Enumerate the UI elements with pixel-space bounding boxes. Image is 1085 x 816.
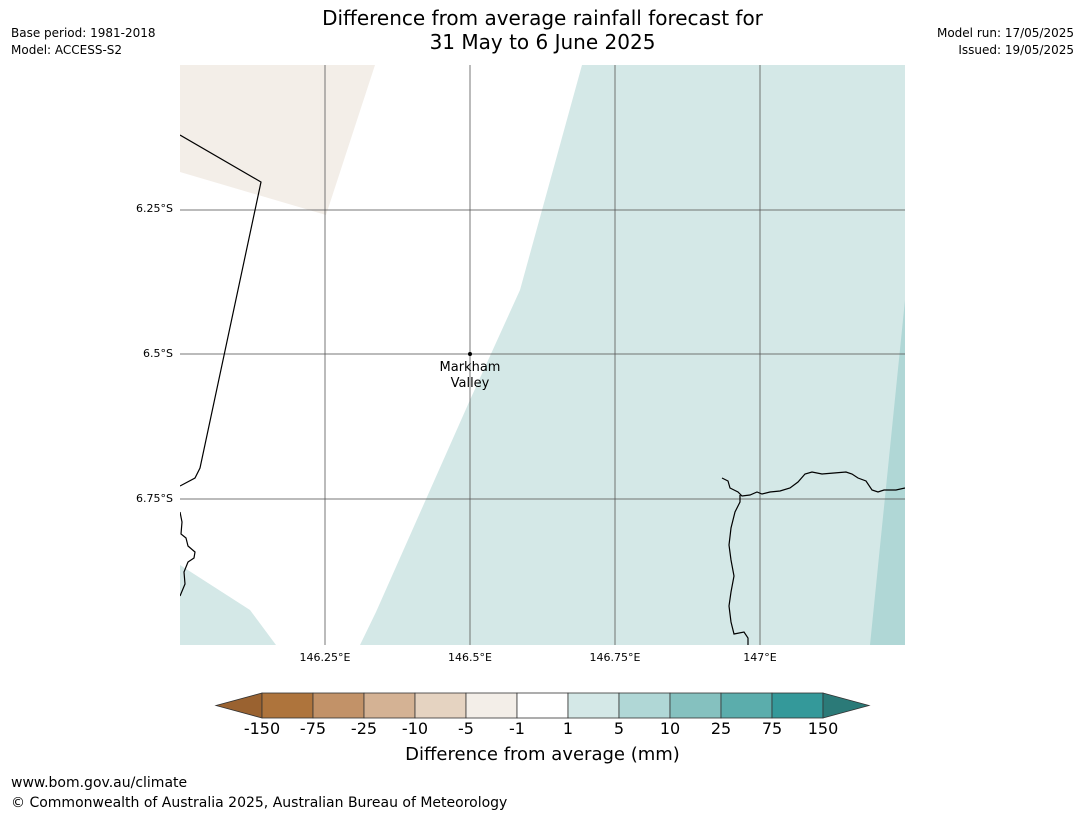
colorbar-tick-label: 10 [659,719,681,738]
colorbar-segment [261,692,314,719]
colorbar-segment [363,692,416,719]
lon-label-14675: 146.75°E [589,651,641,664]
lon-label-1465: 146.5°E [448,651,492,664]
colorbar-tick-label: -25 [350,719,378,738]
place-label-line1: Markham [439,360,501,375]
map-area [180,65,905,645]
colorbar-segment [567,692,620,719]
gridlines [180,65,905,645]
model-run-text: Model run: 17/05/2025 [936,26,1074,40]
base-period-text: Base period: 1981-2018 [11,26,156,40]
meta-left: Base period: 1981-2018 Model: ACCESS-S2 [11,25,156,59]
colorbar-label: Difference from average (mm) [405,744,680,765]
colorbar-segment [771,692,824,719]
colorbar-tick-label: 5 [613,719,625,738]
lon-label-147: 147°E [743,651,777,664]
colorbar-extend-low [214,692,263,719]
dry-region [180,65,375,215]
wet-region-east [870,300,905,645]
colorbar-segment [618,692,671,719]
map-title-line2: 31 May to 6 June 2025 [429,30,656,54]
colorbar-tick-label: 1 [562,719,574,738]
colorbar-segment [414,692,467,719]
place-label-line2: Valley [450,376,490,391]
colorbar-tick-label: 75 [761,719,783,738]
colorbar-tick-label: 150 [807,719,839,738]
place-marker-dot [468,352,472,356]
colorbar-tick-label: -1 [509,719,525,738]
lat-label-675: 6.75°S [136,492,173,505]
footer-url[interactable]: www.bom.gov.au/climate [11,775,188,791]
colorbar-segment [669,692,722,719]
lat-label-65: 6.5°S [143,347,173,360]
lon-label-14625: 146.25°E [299,651,351,664]
lat-label-625: 6.25°S [136,202,173,215]
footer-copyright: © Commonwealth of Australia 2025, Austra… [11,795,508,811]
coastline-east [721,471,905,497]
coastlines [180,134,905,645]
issued-text: Issued: 19/05/2025 [958,43,1074,57]
map-title-line1: Difference from average rainfall forecas… [322,6,763,30]
colorbar-segment [465,692,518,719]
colorbar-segment [312,692,365,719]
colorbar-segment [516,692,569,719]
colorbar-tick-label: -75 [299,719,327,738]
colorbar [214,692,871,719]
map-title: Difference from average rainfall forecas… [0,6,1085,54]
colorbar-tick-label: -5 [458,719,474,738]
colorbar-tick-label: -10 [401,719,429,738]
coastline-south [728,495,749,645]
colorbar-tick-label: -150 [243,719,281,738]
model-text: Model: ACCESS-S2 [11,43,123,57]
colorbar-tick-label: 25 [710,719,732,738]
colorbar-extend-high [822,692,871,719]
coastline-southwest [180,511,196,597]
place-label: Markham Valley [420,360,520,392]
wet-region-southwest [180,565,276,645]
meta-right: Model run: 17/05/2025 Issued: 19/05/2025 [937,25,1074,59]
border-line [180,134,262,487]
colorbar-segment [720,692,773,719]
